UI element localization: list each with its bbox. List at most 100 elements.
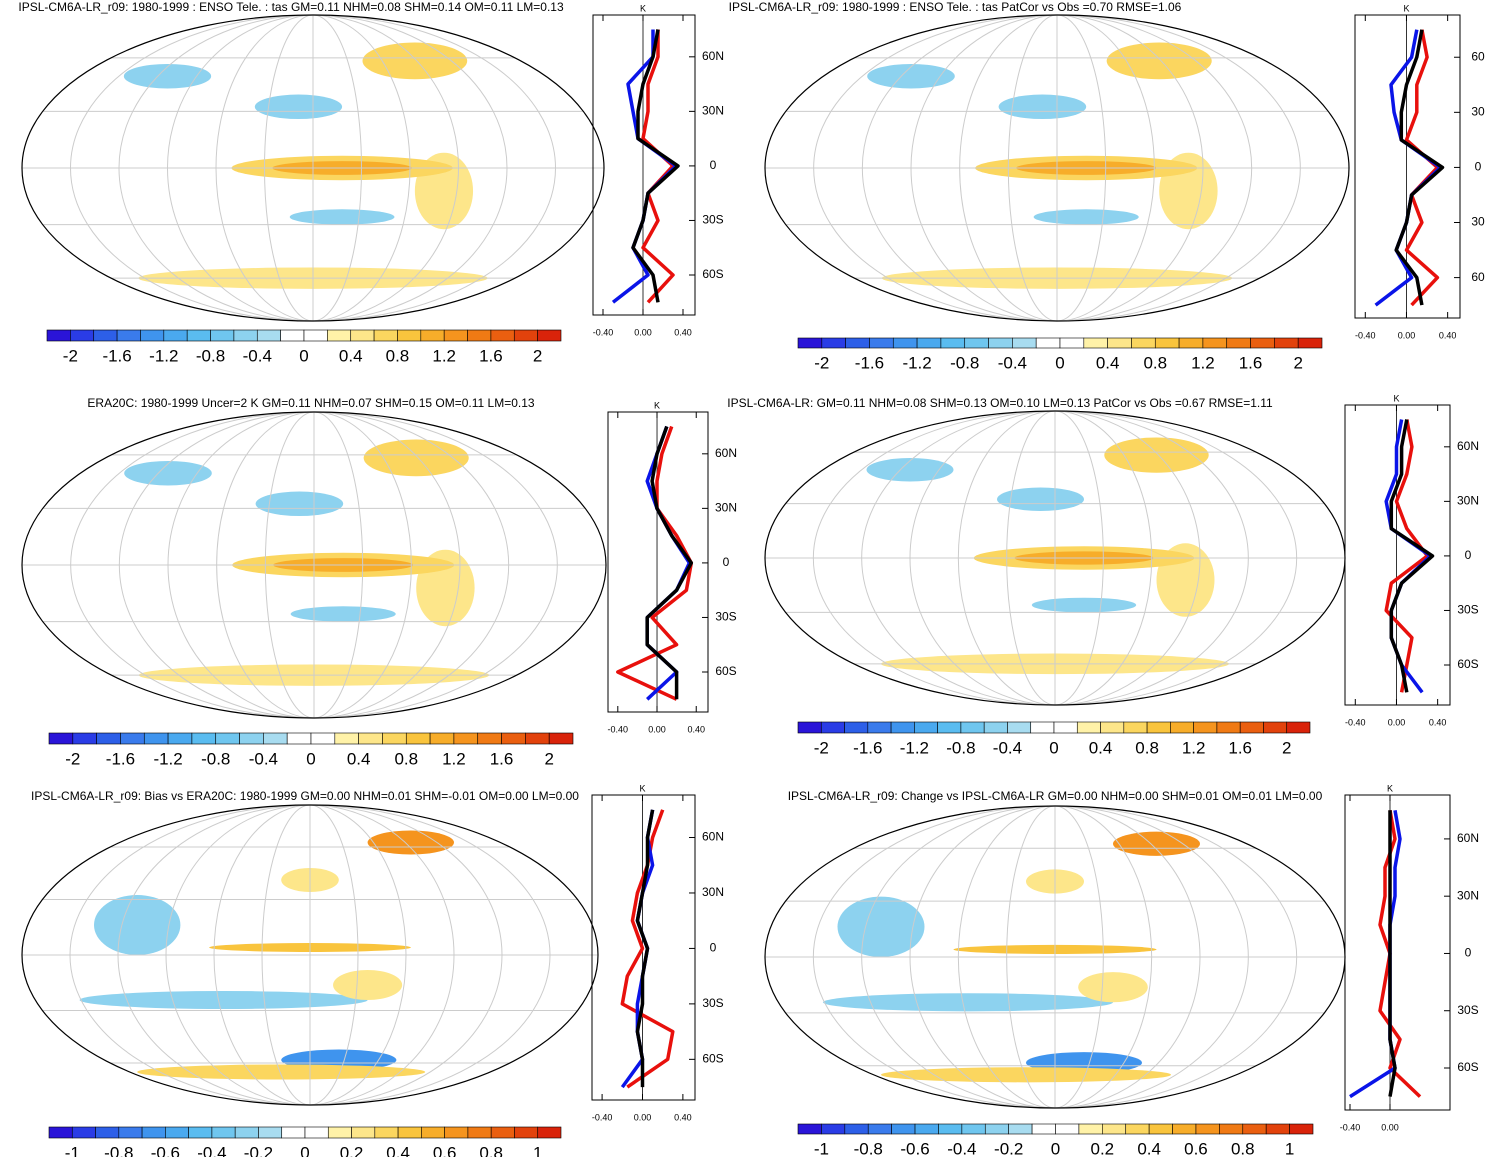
anomaly-region [1033,209,1139,225]
anomaly-region [255,491,344,517]
colorbar-box [1012,337,1037,349]
anomaly-region [137,1064,426,1080]
colorbar-tick-label: -2 [814,738,829,757]
y-tick-label: 0 [710,941,717,955]
y-tick-label: 0 [1465,548,1472,562]
colorbar-box [1274,337,1299,349]
colorbar-tick-label: -1.2 [900,738,929,757]
colorbar-box [429,732,455,745]
colorbar-box [467,329,492,342]
profile-line [641,29,675,304]
colorbar-tick-label: -0.8 [854,1139,883,1157]
colorbar-tick-label: -1.6 [855,353,884,372]
colorbar-box [914,721,938,734]
y-tick-label: 30 [1471,104,1485,118]
colorbar-box [1242,1123,1267,1135]
y-tick-label: 60 [1471,49,1485,63]
colorbar-tick-label: 1.2 [442,749,466,768]
x-tick-label: 0.40 [1429,717,1447,727]
colorbar-tick-label: -0.8 [950,353,979,372]
colorbar-tick-label: -0.6 [900,1139,929,1157]
colorbar-box [1286,721,1311,734]
colorbar-box [1178,337,1204,349]
colorbar-box [48,1126,73,1139]
colorbar-box [501,732,526,745]
colorbar-tick-label: 0.2 [1090,1139,1114,1157]
anomaly-region [290,606,396,622]
colorbar-tick-label: -0.4 [249,749,278,768]
anomaly-region [997,487,1084,511]
colorbar-tick-label: 2 [1293,353,1302,372]
colorbar-box [143,732,169,745]
colorbar-box [421,1126,445,1139]
colorbar-tick-label: -0.4 [947,1139,976,1157]
anomaly-region [94,895,181,955]
colorbar-box [537,1126,562,1139]
colorbar-box [490,329,515,342]
panel: ERA20C: 1980-1999 Uncer=2 K GM=0.11 NHM=… [21,396,737,768]
colorbar-box [397,329,422,342]
anomaly-region [289,209,395,225]
colorbar-tick-label: -1.2 [902,353,931,372]
y-tick-label: 60N [1457,439,1479,453]
profile-line [635,809,655,1088]
profile-line [631,29,680,303]
colorbar-box [327,1126,352,1139]
y-tick-label: 30N [702,885,724,899]
map-outline [764,14,1350,322]
x-tick-label: -0.40 [1345,717,1366,727]
colorbar-box [890,721,915,734]
colorbar-box [467,1126,492,1139]
panel-title: IPSL-CM6A-LR_r09: 1980-1999 : ENSO Tele.… [18,0,564,14]
colorbar-box [210,329,235,342]
anomaly-region [866,458,954,482]
colorbar-tick-label: 0.6 [1184,1139,1208,1157]
map-outline [21,14,605,322]
colorbar-box [327,329,352,342]
colorbar-box [116,329,141,342]
panel: IPSL-CM6A-LR_r09: 1980-1999 : ENSO Tele.… [18,0,724,365]
colorbar-tick-label: -0.8 [196,346,225,365]
colorbar-box [234,1126,259,1139]
y-tick-label: 0 [1475,160,1482,174]
colorbar-box [211,1126,236,1139]
x-tick-label: 0.40 [674,1112,692,1122]
colorbar-tick-label: -2 [814,353,829,372]
profile-line [1384,419,1430,693]
colorbar-box [1125,1123,1150,1135]
colorbar-box [96,732,121,745]
colorbar-box [916,337,942,349]
colorbar-box [1131,337,1156,349]
colorbar-tick-label: -0.8 [104,1143,133,1157]
x-tick-label: 0.00 [1381,1122,1399,1132]
colorbar-tick-label: -0.4 [993,738,1022,757]
colorbar-box [215,732,240,745]
colorbar-box [820,721,845,734]
anomaly-region [362,42,468,80]
colorbar-tick-label: -1.2 [149,346,178,365]
colorbar-box [304,1126,329,1139]
map-outline [21,804,599,1106]
colorbar-box [988,337,1013,349]
colorbar-box [1031,1123,1056,1135]
panel-title: IPSL-CM6A-LR_r09: 1980-1999 : ENSO Tele.… [729,0,1182,14]
anomaly-region [881,1067,1171,1083]
anomaly-region [1104,437,1209,473]
y-tick-label: 60N [702,830,724,844]
profile-frame [1344,404,1451,706]
y-tick-label: 30N [1457,888,1479,902]
x-axis-label: K [1393,393,1399,403]
colorbar-box [1076,721,1101,734]
map-field [765,806,1345,1108]
colorbar-box [382,732,407,745]
panel: IPSL-CM6A-LR_r09: 1980-1999 : ENSO Tele.… [729,0,1485,372]
colorbar-box [420,329,445,342]
anomaly-region [1078,972,1148,1003]
colorbar-box [514,1126,539,1139]
colorbar-box [258,1126,283,1139]
colorbar-tick-label: 0.4 [1096,353,1120,372]
colorbar-box [1030,721,1055,734]
colorbar-box [1297,337,1323,349]
colorbar-tick-label: 1.2 [1182,738,1206,757]
colorbar-box [867,1123,892,1135]
